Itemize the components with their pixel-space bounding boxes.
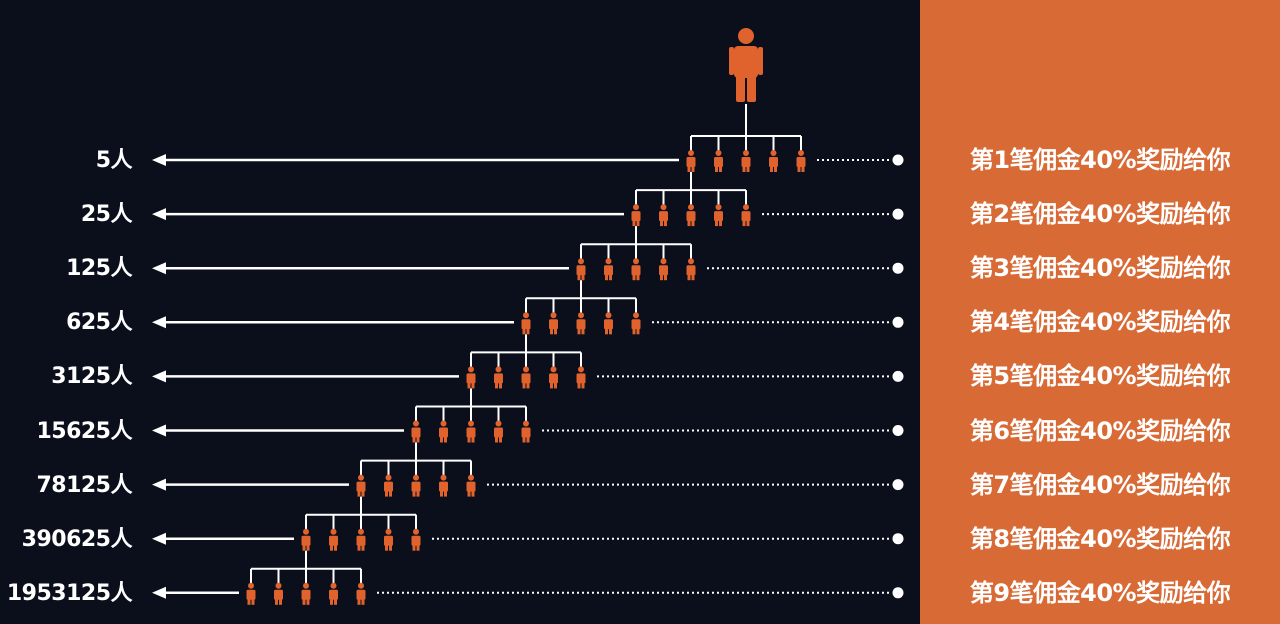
- dot-icon: [892, 316, 904, 328]
- person-icon: [411, 528, 421, 551]
- dot-icon: [892, 262, 904, 274]
- arrow-left-icon: [152, 316, 166, 329]
- level-count-label: 5人: [95, 148, 133, 173]
- person-icon: [329, 582, 338, 605]
- arrow-left-icon: [152, 478, 166, 491]
- arrow-left-icon: [152, 262, 166, 275]
- person-icon: [356, 528, 366, 551]
- person-icon: [714, 150, 723, 172]
- reward-label: 第5笔佣金40%奖励给你: [969, 362, 1231, 391]
- person-icon: [439, 420, 448, 443]
- dot-icon: [892, 154, 904, 166]
- person-icon: [659, 204, 668, 227]
- person-icon: [329, 528, 338, 551]
- arrow-left-icon: [152, 532, 166, 545]
- person-icon: [714, 204, 723, 227]
- person-icon: [741, 150, 751, 172]
- person-icon: [549, 366, 558, 389]
- person-icon: [631, 204, 641, 227]
- person-icon: [521, 420, 531, 443]
- person-icon: [769, 150, 778, 172]
- arrow-left-icon: [152, 154, 166, 166]
- person-icon: [659, 258, 668, 281]
- person-icon: [494, 420, 503, 443]
- person-icon: [466, 366, 476, 389]
- person-icon: [604, 258, 613, 281]
- root-person-icon: [729, 28, 763, 102]
- person-icon: [549, 312, 558, 335]
- person-icon: [384, 474, 393, 497]
- level-count-label: 78125人: [36, 472, 132, 498]
- person-icon: [356, 582, 366, 605]
- arrow-left-icon: [152, 208, 166, 221]
- level-count-label: 1953125人: [6, 580, 133, 606]
- person-icon: [631, 312, 641, 335]
- arrow-left-icon: [152, 424, 166, 437]
- reward-label: 第2笔佣金40%奖励给你: [969, 200, 1231, 229]
- level-count-label: 125人: [66, 256, 132, 282]
- dot-icon: [892, 370, 904, 382]
- person-icon: [686, 150, 696, 172]
- person-icon: [521, 366, 531, 389]
- level-count-label: 25人: [80, 202, 133, 228]
- level-count-label: 15625人: [36, 418, 132, 444]
- person-icon: [439, 474, 448, 497]
- person-icon: [466, 474, 476, 497]
- reward-label: 第3笔佣金40%奖励给你: [969, 254, 1231, 283]
- person-icon: [411, 420, 421, 443]
- level-count-label: 390625人: [21, 526, 133, 552]
- reward-label: 第9笔佣金40%奖励给你: [969, 578, 1231, 607]
- person-icon: [246, 582, 256, 605]
- person-icon: [494, 366, 503, 389]
- person-icon: [521, 312, 531, 335]
- person-icon: [466, 420, 476, 443]
- arrow-left-icon: [152, 370, 166, 383]
- person-icon: [384, 528, 393, 551]
- dot-icon: [892, 208, 904, 220]
- arrow-left-icon: [152, 586, 166, 599]
- person-icon: [631, 258, 641, 281]
- person-icon: [604, 312, 613, 335]
- person-icon: [356, 474, 366, 497]
- reward-panel: 第1笔佣金40%奖励给你 第2笔佣金40%奖励给你 第3笔佣金40%奖励给你 第4笔佣…: [920, 0, 1280, 624]
- reward-label: 第7笔佣金40%奖励给你: [969, 470, 1231, 499]
- reward-label: 第8笔佣金40%奖励给你: [969, 524, 1231, 553]
- person-icon: [274, 582, 283, 605]
- person-icon: [411, 474, 421, 497]
- person-icon: [741, 204, 751, 227]
- reward-label: 第1笔佣金40%奖励给你: [969, 146, 1231, 174]
- person-icon: [301, 528, 311, 551]
- dot-icon: [892, 587, 904, 599]
- level-count-label: 3125人: [51, 364, 132, 390]
- reward-label: 第6笔佣金40%奖励给你: [969, 416, 1231, 445]
- dot-icon: [892, 533, 904, 545]
- dot-icon: [892, 425, 904, 436]
- person-icon: [576, 312, 586, 335]
- person-icon: [576, 366, 586, 389]
- person-icon: [796, 150, 806, 172]
- level-count-label: 625人: [66, 310, 132, 336]
- person-icon: [576, 258, 586, 281]
- person-icon: [686, 258, 696, 281]
- person-icon: [686, 204, 696, 227]
- dot-icon: [892, 479, 904, 491]
- reward-label: 第4笔佣金40%奖励给你: [969, 308, 1231, 337]
- person-icon: [301, 582, 311, 605]
